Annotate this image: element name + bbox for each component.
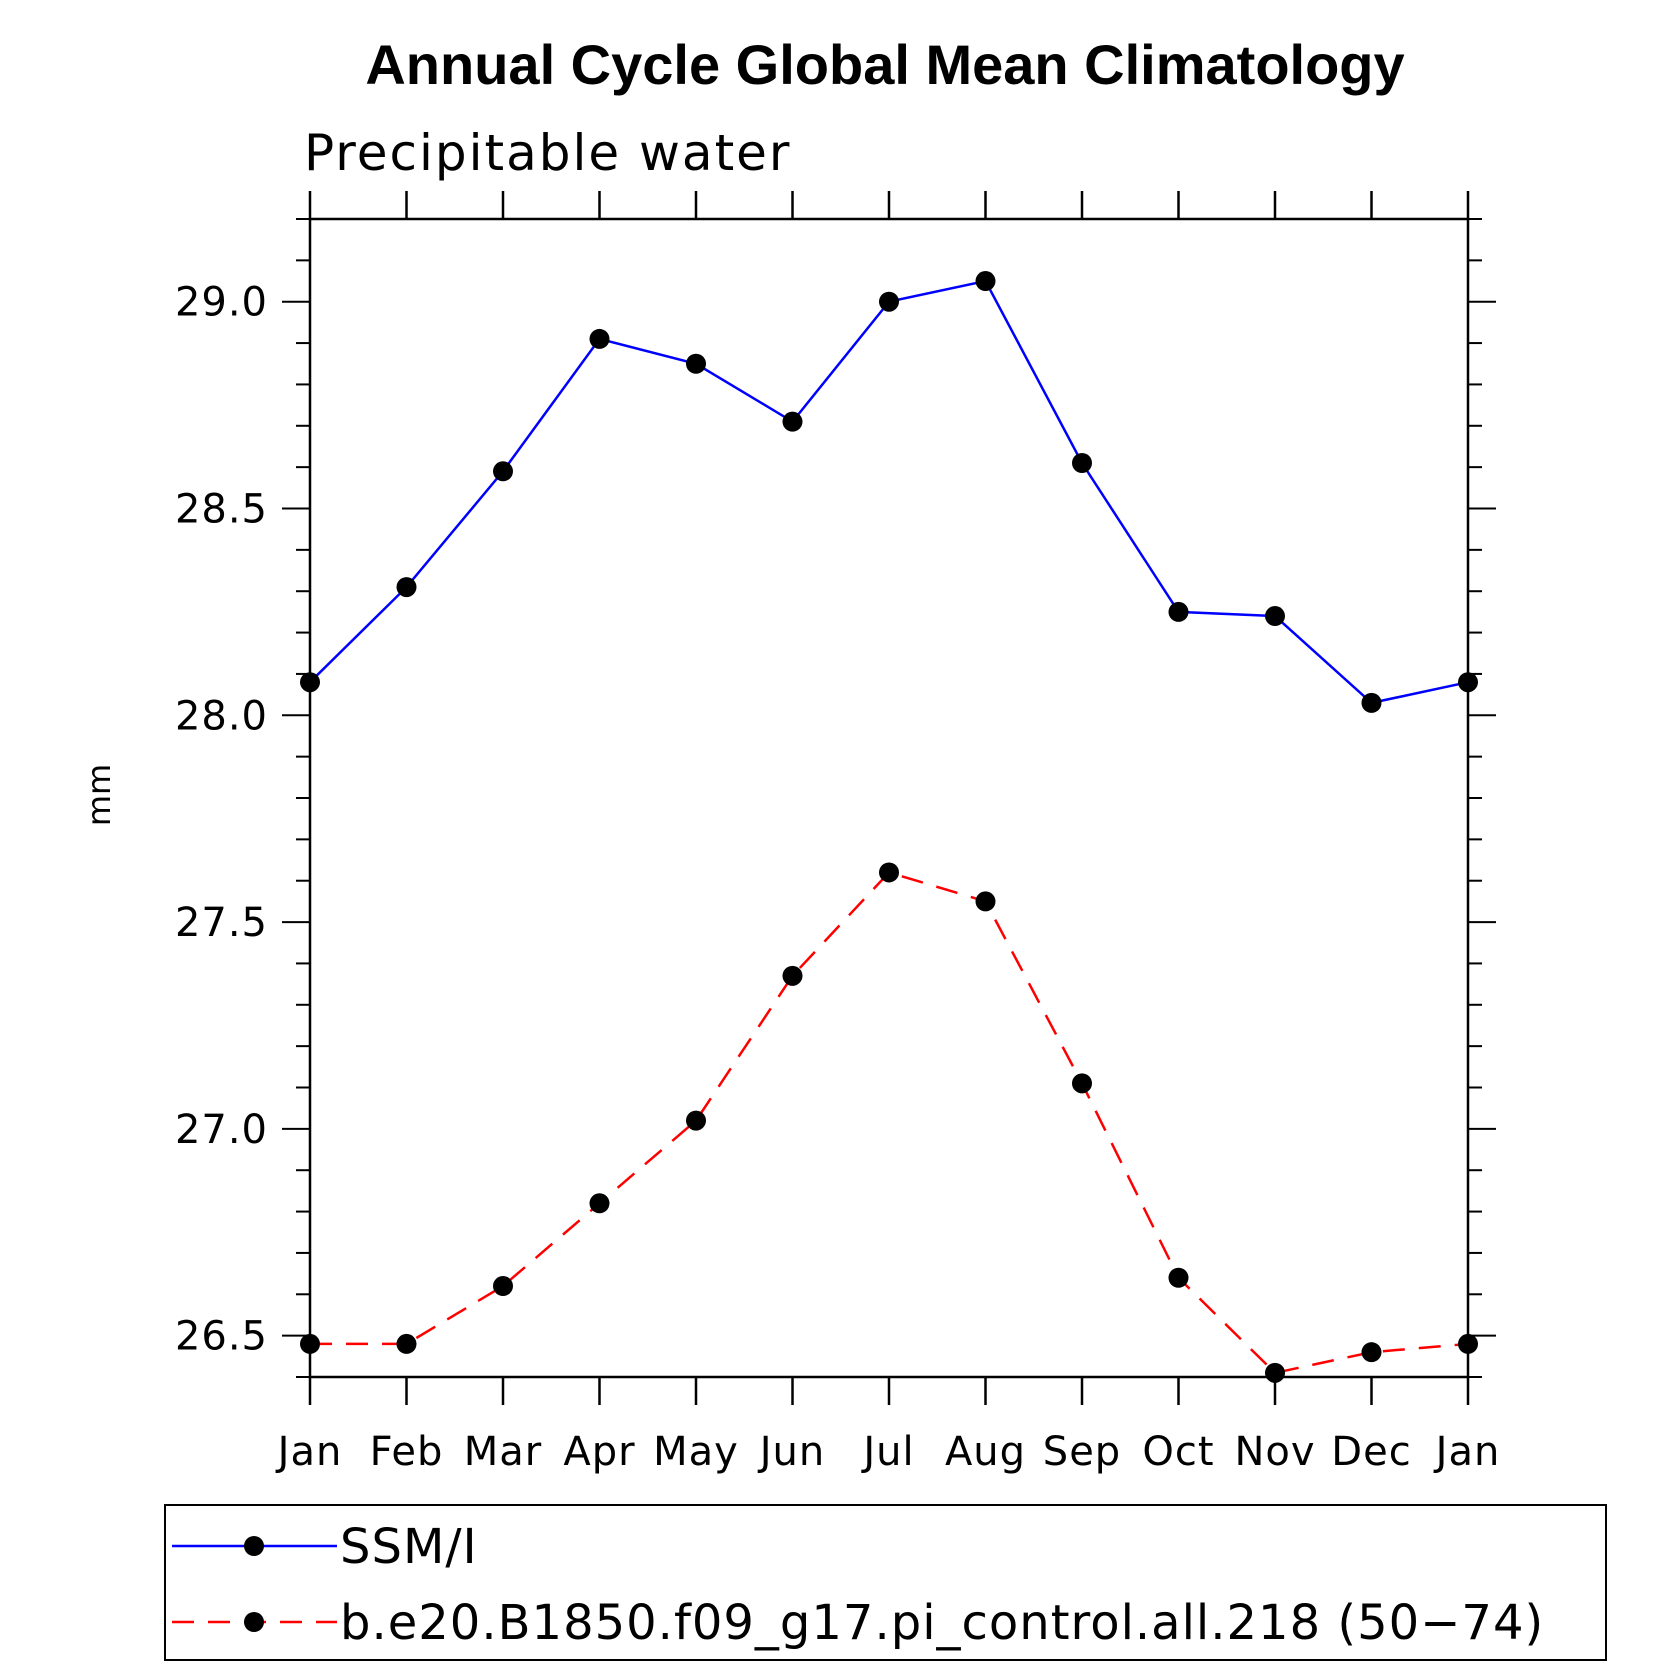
x-tick-label: Aug [945, 1429, 1026, 1475]
x-tick-label: Apr [563, 1429, 635, 1475]
y-tick-label: 28.5 [175, 487, 268, 533]
series-line [309, 279, 1469, 705]
data-point [686, 353, 706, 374]
data-point [493, 1276, 513, 1297]
data-point [1265, 1362, 1285, 1383]
data-point [975, 271, 996, 292]
x-tick-label: Dec [1331, 1429, 1411, 1475]
data-point [1361, 692, 1382, 713]
series-line [310, 871, 1469, 1375]
x-tick-label: Jan [275, 1429, 343, 1475]
data-point [300, 672, 320, 693]
plot-frame [308, 217, 1470, 1379]
data-point [396, 577, 417, 598]
x-tick-label: Sep [1043, 1429, 1121, 1475]
data-point [300, 1333, 320, 1354]
data-point [589, 328, 610, 349]
chart-title: Annual Cycle Global Mean Climatology [365, 33, 1404, 96]
data-point [782, 411, 803, 432]
legend-box [164, 1504, 1607, 1661]
legend-item: b.e20.B1850.f09_g17.pi_control.all.218 (… [172, 1595, 1544, 1651]
data-point [686, 1110, 706, 1131]
series-2 [300, 862, 1478, 1383]
x-tick-label: Jun [757, 1429, 826, 1475]
x-tick-label: Feb [370, 1429, 444, 1475]
series-1 [300, 271, 1478, 713]
data-point [782, 965, 803, 986]
y-tick-label: 27.5 [175, 900, 268, 946]
y-tick-label: 29.0 [175, 280, 268, 326]
data-point [879, 862, 899, 883]
axes [308, 217, 1470, 1379]
x-tick-label: Nov [1234, 1429, 1315, 1475]
x-tick-label: May [653, 1429, 739, 1475]
legend-item: SSM/I [172, 1519, 478, 1575]
y-tick-label: 27.0 [175, 1107, 268, 1153]
y-ticks: 26.5 27.0 27.5 28.0 28.5 29.0 [175, 218, 1496, 1378]
chart-subtitle: Precipitable water [304, 124, 792, 182]
data-point [1168, 1267, 1189, 1288]
y-tick-label: 26.5 [175, 1314, 268, 1360]
series-layer [300, 271, 1478, 1383]
legend: SSM/I b.e20.B1850.f09_g17.pi_control.all.… [164, 1504, 1607, 1661]
legend-marker [244, 1612, 264, 1632]
data-point [1168, 601, 1189, 622]
data-point [1361, 1342, 1382, 1363]
data-point [1265, 606, 1285, 627]
data-point [1458, 1333, 1478, 1354]
data-point [396, 1333, 417, 1354]
legend-label: SSM/I [340, 1519, 478, 1575]
legend-marker [244, 1536, 264, 1556]
data-point [1072, 453, 1092, 474]
data-point [1458, 672, 1478, 693]
data-point [493, 461, 513, 482]
x-tick-label: Oct [1142, 1429, 1214, 1475]
x-ticks: Jan Feb Mar Apr May Jun Jul Aug Sep Oct Nov Dec Jan [275, 191, 1501, 1475]
y-axis-label: mm [80, 764, 118, 826]
data-point [1072, 1073, 1092, 1094]
data-point [879, 291, 899, 312]
data-point [589, 1193, 610, 1214]
x-tick-label: Jul [860, 1429, 914, 1475]
x-tick-label: Jan [1433, 1429, 1501, 1475]
legend-label: b.e20.B1850.f09_g17.pi_control.all.218 (… [340, 1595, 1544, 1651]
y-tick-label: 28.0 [175, 693, 268, 739]
x-tick-label: Mar [464, 1429, 542, 1475]
data-point [975, 891, 996, 912]
